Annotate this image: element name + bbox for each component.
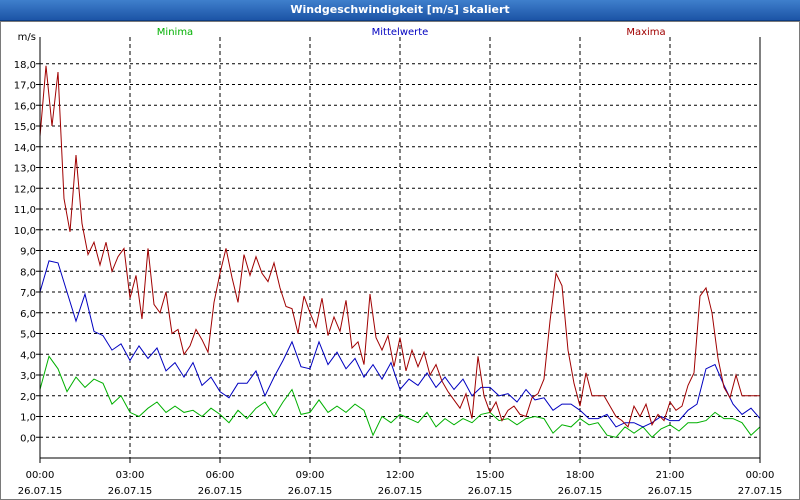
y-tick-label: 2,0 bbox=[20, 392, 36, 403]
x-tick-date: 27.07.15 bbox=[738, 486, 783, 497]
series-lines bbox=[39, 65, 761, 439]
axes bbox=[36, 37, 761, 463]
y-tick-label: 17,0 bbox=[14, 81, 36, 92]
x-tick-time: 18:00 bbox=[566, 470, 595, 481]
x-tick-time: 00:00 bbox=[746, 470, 775, 481]
x-tick-date: 26.07.15 bbox=[108, 486, 153, 497]
y-tick-label: 11,0 bbox=[14, 205, 36, 216]
y-tick-label: 12,0 bbox=[14, 184, 36, 195]
y-tick-label: 3,0 bbox=[20, 371, 36, 382]
series-line-minima bbox=[39, 355, 761, 439]
y-tick-label: 1,0 bbox=[20, 413, 36, 424]
grid-lines bbox=[40, 37, 760, 458]
legend-mittelwerte: Mittelwerte bbox=[372, 27, 429, 38]
legend-maxima: Maxima bbox=[626, 27, 665, 38]
y-tick-label: 13,0 bbox=[14, 164, 36, 175]
x-tick-date: 26.07.15 bbox=[378, 486, 423, 497]
x-tick-time: 00:00 bbox=[26, 470, 55, 481]
y-tick-label: 16,0 bbox=[14, 101, 36, 112]
x-tick-time: 06:00 bbox=[206, 470, 235, 481]
x-tick-time: 03:00 bbox=[116, 470, 145, 481]
y-tick-label: 7,0 bbox=[20, 288, 36, 299]
y-tick-label: 8,0 bbox=[20, 267, 36, 278]
chart-title: Windgeschwindigkeit [m/s] skaliert bbox=[290, 3, 510, 16]
y-tick-label: 9,0 bbox=[20, 247, 36, 258]
y-tick-label: 6,0 bbox=[20, 309, 36, 320]
y-axis-label: m/s bbox=[18, 32, 36, 43]
series-line-maxima bbox=[39, 65, 760, 428]
y-tick-label: 10,0 bbox=[14, 226, 36, 237]
y-tick-label: 14,0 bbox=[14, 143, 36, 154]
x-tick-time: 21:00 bbox=[656, 470, 685, 481]
x-tick-time: 09:00 bbox=[296, 470, 325, 481]
y-tick-label: 0,0 bbox=[20, 433, 36, 444]
x-tick-time: 12:00 bbox=[386, 470, 415, 481]
x-tick-date: 26.07.15 bbox=[18, 486, 63, 497]
series-line-mittelwerte bbox=[39, 260, 761, 428]
x-tick-date: 26.07.15 bbox=[288, 486, 333, 497]
x-tick-date: 26.07.15 bbox=[468, 486, 513, 497]
y-tick-label: 5,0 bbox=[20, 330, 36, 341]
x-tick-date: 26.07.15 bbox=[198, 486, 243, 497]
x-tick-time: 15:00 bbox=[476, 470, 505, 481]
axis-labels: 0,0 1,0 2,0 3,0 4,0 5,0 6,0 7,0 8,0 9,0 10,0 11,0 12… bbox=[14, 27, 783, 497]
y-tick-label: 4,0 bbox=[20, 350, 36, 361]
x-tick-date: 26.07.15 bbox=[648, 486, 693, 497]
legend-minima: Minima bbox=[157, 27, 193, 38]
y-tick-label: 15,0 bbox=[14, 122, 36, 133]
y-tick-label: 18,0 bbox=[14, 60, 36, 71]
x-tick-date: 26.07.15 bbox=[558, 486, 603, 497]
title-bar: Windgeschwindigkeit [m/s] skaliert bbox=[0, 0, 800, 21]
